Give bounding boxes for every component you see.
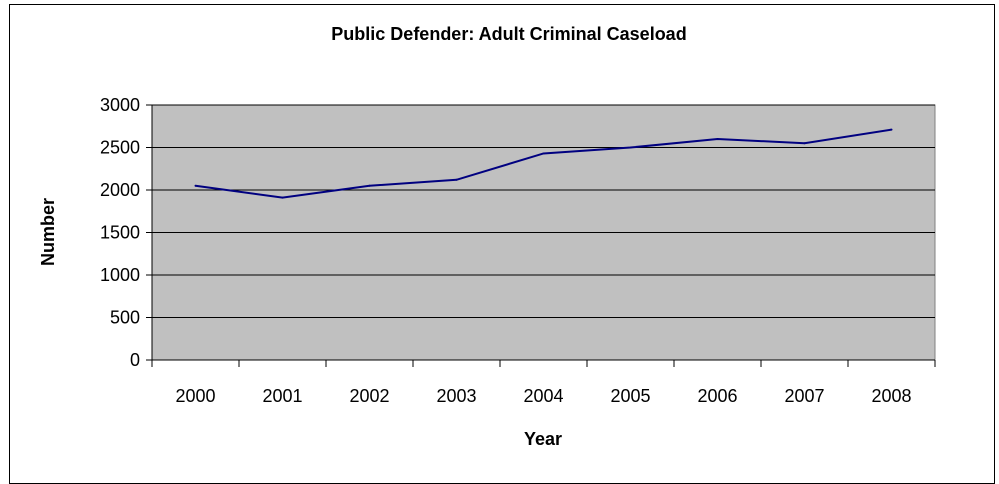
x-tick-label: 2001 [262, 386, 302, 406]
x-tick-label: 2006 [697, 386, 737, 406]
data-point [281, 196, 284, 199]
y-tick-label: 500 [110, 308, 140, 328]
data-point [368, 184, 371, 187]
y-tick-label: 0 [130, 350, 140, 370]
x-tick-label: 2007 [784, 386, 824, 406]
y-tick-label: 1000 [100, 265, 140, 285]
x-tick-label: 2000 [175, 386, 215, 406]
y-tick-label: 2000 [100, 180, 140, 200]
x-axis-ticks: 2000 2001 2002 2003 2004 2005 2006 2007 2008 [151, 360, 936, 406]
chart-title: Public Defender: Adult Criminal Caseload [331, 24, 686, 44]
x-tick-label: 2003 [436, 386, 476, 406]
x-tick-label: 2005 [610, 386, 650, 406]
data-point [803, 142, 806, 145]
series-group [194, 128, 893, 199]
x-tick-label: 2002 [349, 386, 389, 406]
x-tick-label: 2004 [523, 386, 563, 406]
y-tick-label: 2500 [100, 138, 140, 158]
data-point [629, 146, 632, 149]
y-tick-label: 1500 [100, 223, 140, 243]
y-axis-ticks: 0 500 1000 1500 2000 2500 3000 [100, 95, 152, 370]
y-tick-label: 3000 [100, 95, 140, 115]
x-axis-title: Year [524, 429, 562, 449]
data-point [890, 128, 893, 131]
data-point [542, 152, 545, 155]
y-axis-title: Number [38, 198, 58, 266]
data-point [194, 184, 197, 187]
grid-lines [152, 104, 935, 318]
data-point [455, 178, 458, 181]
x-tick-label: 2008 [871, 386, 911, 406]
data-point [716, 138, 719, 140]
